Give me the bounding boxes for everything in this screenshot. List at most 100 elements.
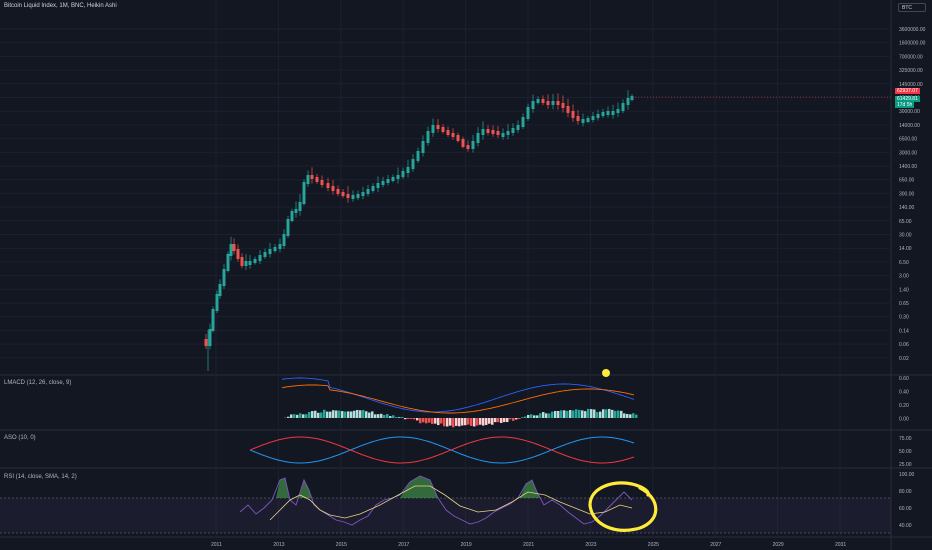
- last-price-tag: 62937.07: [895, 88, 920, 94]
- candle-body: [521, 117, 525, 127]
- highlight-circle: [588, 481, 658, 532]
- lmacd-histogram-bar: [326, 411, 329, 418]
- candle-body: [581, 119, 585, 123]
- lmacd-histogram-bar: [368, 412, 371, 418]
- lmacd-histogram-bar: [461, 418, 464, 426]
- candle-body: [461, 139, 465, 147]
- lmacd-histogram-bar: [293, 414, 296, 418]
- countdown-tag: 17d 5h: [895, 102, 915, 108]
- lmacd-histogram-bar: [506, 418, 509, 423]
- candle-body: [306, 175, 310, 184]
- lmacd-histogram-bar: [467, 418, 470, 425]
- time-axis-label: 2013: [273, 542, 284, 548]
- lmacd-histogram-bar: [356, 409, 359, 418]
- lmacd-histogram-bar: [488, 418, 491, 424]
- symbol-search-box[interactable]: BTC: [898, 3, 926, 12]
- candle-body: [215, 294, 219, 311]
- rsi-axis-label: 60.00: [899, 506, 912, 512]
- lmacd-histogram-bar: [359, 410, 362, 418]
- aso-axis-label: 75.00: [899, 436, 912, 442]
- candle-body: [248, 261, 252, 265]
- candle-body: [421, 141, 425, 153]
- candle-body: [302, 182, 306, 204]
- lmacd-histogram-bar: [515, 418, 518, 420]
- lmacd-histogram-bar: [590, 409, 593, 418]
- lmacd-histogram-bar: [611, 409, 614, 418]
- lmacd-histogram-bar: [449, 418, 452, 426]
- price-axis-label: 1600000.00: [899, 41, 926, 47]
- lmacd-histogram-bar: [617, 410, 620, 418]
- lmacd-histogram-bar: [398, 417, 401, 418]
- lmacd-histogram-bar: [632, 413, 635, 418]
- lmacd-histogram-bar: [320, 412, 323, 418]
- time-axis-label: 2021: [523, 542, 534, 548]
- candle-body: [278, 244, 282, 249]
- price-axis-label: 700000.00: [899, 54, 923, 60]
- candle-body: [229, 244, 233, 256]
- lmacd-histogram-bar: [308, 412, 311, 418]
- lmacd-histogram-bar: [404, 418, 407, 420]
- lmacd-histogram-bar: [569, 410, 572, 418]
- lmacd-histogram-bar: [563, 410, 566, 418]
- lmacd-histogram-bar: [566, 410, 569, 418]
- macd-line: [281, 377, 635, 413]
- price-axis[interactable]: 3600000.00 1600000.00 700000.00 325000.00 14…: [899, 27, 926, 529]
- price-axis-label: 3600000.00: [899, 27, 926, 33]
- lmacd-histogram-bar: [389, 416, 392, 418]
- time-axis-label: 2027: [710, 542, 721, 548]
- candle-body: [226, 254, 230, 271]
- lmacd-histogram-bar: [341, 411, 344, 418]
- lmacd-histogram-bar: [536, 415, 539, 418]
- lmacd-pane[interactable]: [281, 377, 638, 428]
- highlight-dot: [602, 369, 610, 377]
- aso-pane[interactable]: [249, 436, 635, 464]
- time-axis-label: 2017: [398, 542, 409, 548]
- candle-body: [601, 112, 605, 116]
- candle-body: [491, 130, 495, 134]
- candle-body: [263, 252, 267, 257]
- lmacd-histogram-bar: [626, 413, 629, 418]
- candle-body: [401, 171, 405, 177]
- candle-body: [282, 234, 286, 246]
- hand-drawn-annotations: [588, 369, 658, 532]
- candle-body: [630, 96, 634, 100]
- lmacd-histogram-bar: [581, 410, 584, 418]
- lmacd-histogram-bar: [344, 411, 347, 418]
- lmacd-histogram-bar: [509, 418, 512, 420]
- lmacd-axis-label: 0.60: [899, 376, 909, 382]
- candle-body: [456, 135, 460, 141]
- candle-body: [268, 249, 272, 254]
- candle-body: [386, 179, 390, 183]
- lmacd-histogram-bar: [551, 411, 554, 418]
- rsi-overbought-fill: [400, 476, 438, 498]
- price-axis-label: 6.50: [899, 260, 909, 266]
- candle-body: [211, 309, 215, 331]
- rsi-sma-line: [269, 485, 633, 521]
- rsi-pane[interactable]: [0, 475, 891, 534]
- lmacd-histogram-bar: [380, 413, 383, 418]
- lmacd-histogram-bar: [377, 414, 380, 418]
- price-axis-label: 65.00: [899, 219, 912, 225]
- rsi-line: [239, 475, 633, 526]
- price-axis-label: 145000.00: [899, 82, 923, 88]
- lmacd-histogram-bar: [458, 418, 461, 427]
- lmacd-histogram-bar: [584, 411, 587, 418]
- lmacd-histogram-bar: [350, 411, 353, 418]
- chart-title: Bitcoin Liquid Index, 1M, BNC, Heikin As…: [4, 3, 117, 9]
- lmacd-histogram-bar: [290, 414, 293, 418]
- lmacd-histogram-bar: [476, 418, 479, 426]
- price-axis-label: 0.30: [899, 315, 909, 321]
- lmacd-histogram-bar: [557, 410, 560, 418]
- candle-body: [341, 192, 345, 196]
- time-axis-label: 2011: [211, 542, 222, 548]
- candle-body: [466, 145, 470, 149]
- lmacd-histogram-bar: [578, 409, 581, 418]
- lmacd-histogram-bar: [524, 416, 527, 418]
- lmacd-histogram-bar: [392, 415, 395, 418]
- time-axis[interactable]: 2011 2013 2015 2017 2019 2021 2023 2025 2027 2029…: [211, 542, 846, 548]
- candle-body: [294, 209, 298, 213]
- price-pane[interactable]: [204, 90, 892, 371]
- price-axis-label: 14000.00: [899, 123, 920, 129]
